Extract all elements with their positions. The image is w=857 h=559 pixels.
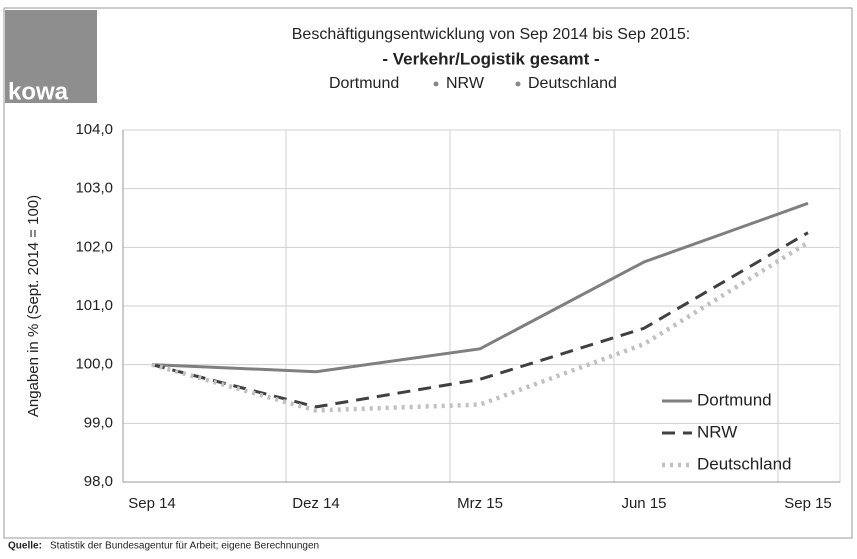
y-tick-label: 102,0 (75, 238, 113, 255)
y-tick-label: 99,0 (84, 414, 113, 431)
y-tick-label: 101,0 (75, 297, 113, 314)
source: Statistik der Bundesagentur für Arbeit; … (50, 541, 319, 552)
source-label: Quelle: (8, 541, 42, 552)
subtitle-name: Dortmund (329, 75, 399, 92)
bullet (515, 81, 521, 87)
y-tick-label: 100,0 (75, 356, 113, 373)
y-tick-label: 98,0 (84, 473, 113, 490)
x-tick-label: Jun 15 (621, 495, 666, 512)
x-tick-label: Dez 14 (292, 495, 340, 512)
y-tick-label: 103,0 (75, 180, 113, 197)
legend-label: Dortmund (697, 390, 772, 409)
frame (3, 7, 853, 539)
y-axis-label: Angaben in % (Sept. 2014 = 100) (25, 195, 42, 417)
subtitle-name: Deutschland (528, 75, 617, 92)
x-tick-label: Sep 14 (128, 495, 176, 512)
y-tick-label: 104,0 (75, 121, 113, 138)
logo-box (5, 10, 97, 103)
legend-label: Deutschland (697, 454, 792, 473)
series-line (151, 231, 809, 409)
series-line (151, 201, 809, 374)
chart-title: Beschäftigungsentwicklung von Sep 2014 b… (292, 26, 691, 43)
legend-label: NRW (697, 422, 737, 441)
x-tick-label: Mrz 15 (457, 495, 503, 512)
series-line (151, 240, 810, 413)
bullet (433, 81, 439, 87)
subtitle-name: NRW (446, 75, 485, 92)
x-tick-label: Sep 15 (784, 495, 832, 512)
chart-subtitle: - Verkehr/Logistik gesamt - (382, 49, 599, 68)
logo: kowa (8, 78, 69, 105)
